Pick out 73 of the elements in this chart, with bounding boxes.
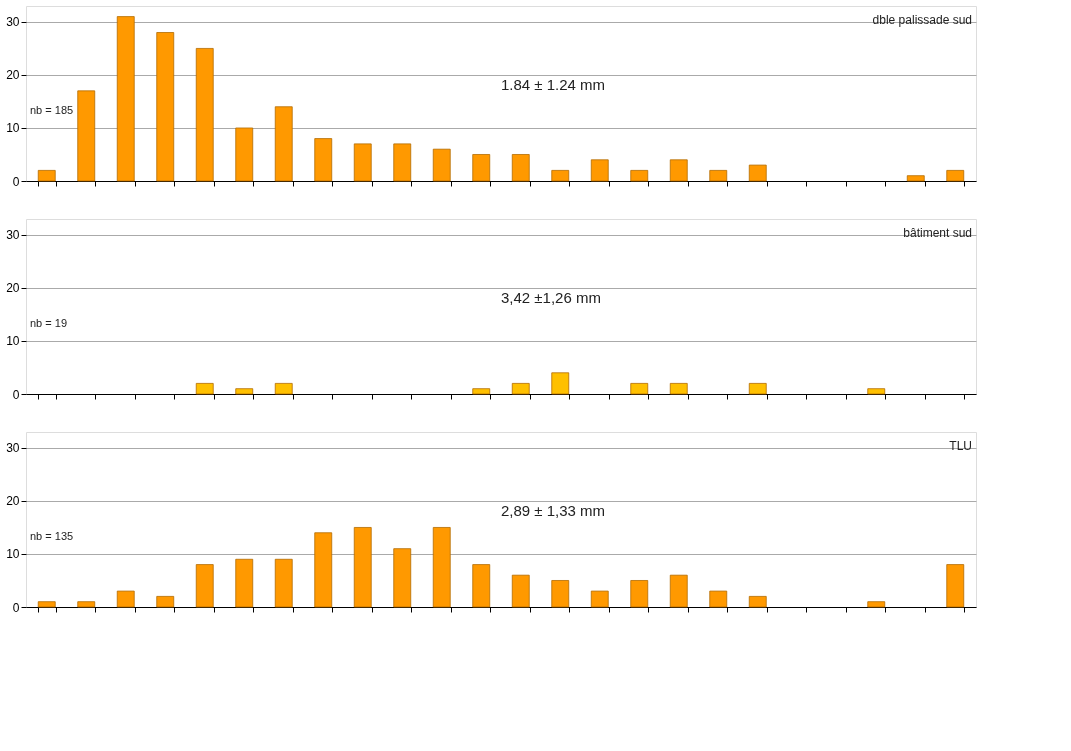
y-tick-label: 0	[12, 174, 20, 189]
bar	[432, 148, 451, 182]
bar	[590, 159, 609, 182]
y-tick-label: 10	[6, 547, 20, 562]
bar	[314, 532, 333, 608]
bar	[867, 601, 886, 608]
bar	[590, 590, 609, 608]
bar	[235, 127, 254, 182]
bar	[77, 90, 96, 182]
annotation: 3,42 ±1,26 mm	[501, 288, 601, 306]
y-tick-label: 0	[12, 387, 20, 402]
y-tick-label: 20	[6, 494, 20, 509]
bar	[235, 388, 254, 395]
bar	[709, 590, 728, 608]
bar	[867, 388, 886, 395]
bar	[472, 564, 491, 608]
bar	[669, 574, 688, 608]
bar	[748, 382, 767, 395]
bar	[353, 143, 372, 182]
bar	[748, 164, 767, 182]
bar	[472, 154, 491, 182]
y-tick-label: 10	[6, 121, 20, 136]
bar	[511, 382, 530, 395]
bar	[669, 382, 688, 395]
bar	[116, 590, 135, 608]
annotation: 2,89 ± 1,33 mm	[501, 501, 606, 519]
bar	[116, 16, 135, 182]
y-tick-label: 30	[6, 441, 20, 456]
bar	[748, 595, 767, 608]
y-tick-label: 30	[6, 228, 20, 243]
bar	[353, 527, 372, 608]
bar	[511, 574, 530, 608]
annotation: nb = 19	[30, 317, 68, 329]
bar	[906, 175, 925, 182]
y-tick-label: 20	[6, 68, 20, 83]
bar	[551, 580, 570, 608]
bar	[314, 138, 333, 182]
bar	[274, 106, 293, 182]
bar	[669, 159, 688, 182]
bar	[156, 595, 175, 608]
annotation: dble palissade sud	[872, 13, 972, 27]
bar	[77, 601, 96, 608]
annotation: nb = 135	[30, 530, 74, 542]
bar	[630, 169, 649, 182]
bar	[393, 143, 412, 182]
y-tick-label: 10	[6, 334, 20, 349]
bar	[195, 382, 214, 395]
bar	[709, 169, 728, 182]
bar	[551, 372, 570, 395]
bar	[946, 169, 965, 182]
bar	[511, 154, 530, 182]
bar	[37, 601, 56, 608]
bar	[393, 548, 412, 608]
y-tick-label: 0	[12, 600, 20, 615]
y-tick-label: 20	[6, 281, 20, 296]
bar	[432, 527, 451, 608]
bar	[195, 48, 214, 182]
bar	[156, 32, 175, 182]
bar	[235, 558, 254, 608]
bar	[946, 564, 965, 608]
bar	[274, 382, 293, 395]
bar	[630, 580, 649, 608]
annotation: nb = 185	[30, 104, 74, 116]
bar	[472, 388, 491, 395]
bar	[630, 382, 649, 395]
bar	[195, 564, 214, 608]
annotation: bâtiment sud	[903, 226, 972, 240]
annotation: 1.84 ± 1.24 mm	[501, 75, 606, 93]
bar	[37, 169, 56, 182]
annotation: TLU	[949, 439, 972, 453]
bar	[551, 169, 570, 182]
y-tick-label: 30	[6, 15, 20, 30]
bar	[274, 558, 293, 608]
